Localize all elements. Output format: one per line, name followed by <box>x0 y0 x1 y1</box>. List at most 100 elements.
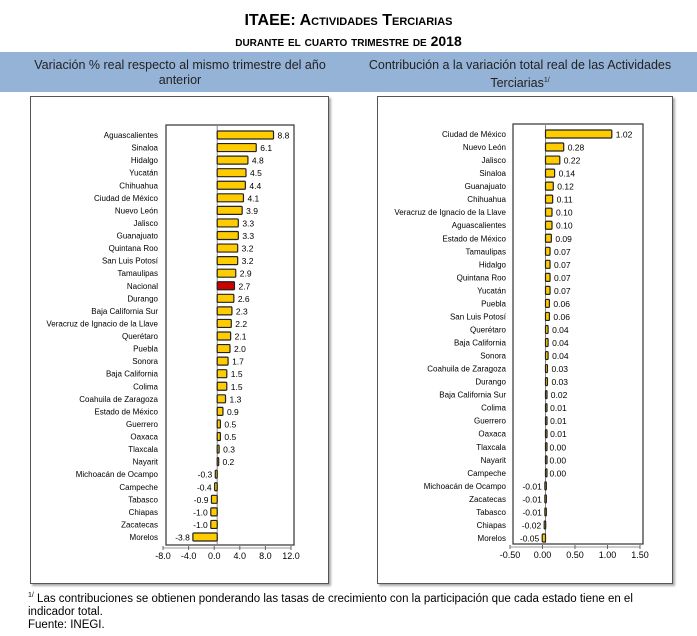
right-data-label: -0.01 <box>522 481 542 491</box>
left-data-label: 1.5 <box>231 382 243 392</box>
right-x-tick-label: 0.50 <box>566 550 584 560</box>
left-bar <box>216 180 246 190</box>
left-category-label: Zacatecas <box>121 520 158 529</box>
right-category-label: Nayarit <box>481 456 507 465</box>
left-category-label: Colima <box>133 382 158 391</box>
right-data-label: -0.01 <box>522 507 542 517</box>
right-category-label: Guanajuato <box>465 182 507 191</box>
left-category-label: Guanajuato <box>117 232 159 241</box>
right-category-label: Yucatán <box>477 286 506 295</box>
right-category-label: Chihuahua <box>467 195 506 204</box>
left-category-label: Veracruz de Ignacio de la Llave <box>46 319 158 328</box>
right-bar <box>544 442 548 452</box>
right-bar <box>544 207 553 217</box>
left-data-label: 0.9 <box>227 407 239 417</box>
right-bar <box>544 194 554 204</box>
right-bar <box>544 416 548 426</box>
right-category-label: Coahuila de Zaragoza <box>427 365 506 374</box>
left-x-tick-label: 4.0 <box>234 551 247 561</box>
left-bar <box>216 419 221 429</box>
left-bar <box>216 457 220 467</box>
left-data-label: 4.1 <box>247 193 259 203</box>
left-bar <box>216 268 237 278</box>
right-category-label: Veracruz de Ignacio de la Llave <box>394 208 506 217</box>
left-bar <box>216 331 232 341</box>
page-title: ITAEE: Actividades Terciarias <box>244 12 453 29</box>
left-bar <box>216 343 231 354</box>
footnote-ref: 1/ <box>543 77 550 84</box>
left-bar <box>216 168 247 178</box>
right-data-label: 0.11 <box>557 195 573 205</box>
right-data-label: 0.04 <box>552 351 569 361</box>
right-data-label: 0.07 <box>554 247 571 257</box>
left-category-label: Baja California Sur <box>91 307 158 316</box>
left-category-label: Baja California <box>106 370 159 379</box>
left-category-label: Estado de México <box>94 407 158 416</box>
right-category-label: Tlaxcala <box>476 443 506 452</box>
right-data-label: 0.06 <box>553 312 570 322</box>
right-data-label: 0.00 <box>550 442 567 452</box>
right-category-label: Querétaro <box>470 325 507 334</box>
right-category-label: Aguascalientes <box>452 221 506 230</box>
left-bar <box>216 218 239 228</box>
right-category-label: Jalisco <box>482 156 507 165</box>
right-data-label: 0.07 <box>554 273 571 283</box>
left-category-label: Sinaloa <box>131 144 158 153</box>
right-bar <box>544 468 548 478</box>
right-category-label: San Luis Potosí <box>450 312 507 321</box>
right-category-label: Campeche <box>467 469 506 478</box>
left-bar <box>210 494 218 504</box>
left-bar <box>216 243 239 253</box>
left-bar <box>216 205 243 215</box>
right-category-label: Baja California <box>454 339 507 348</box>
right-bar <box>544 324 549 335</box>
right-bar <box>544 455 548 465</box>
right-bar <box>544 377 549 387</box>
right-x-tick-label: 0.00 <box>534 550 552 560</box>
left-category-label: Sonora <box>132 357 158 366</box>
right-bar <box>543 520 547 530</box>
left-data-label: 2.1 <box>235 332 247 342</box>
left-data-label: 3.3 <box>242 218 254 228</box>
right-category-label: Ciudad de México <box>442 130 507 139</box>
right-data-label: 0.02 <box>551 390 568 400</box>
right-bar <box>544 311 550 322</box>
right-bar <box>544 142 565 152</box>
header-band <box>0 52 697 92</box>
right-x-tick-label: 1.50 <box>631 550 649 560</box>
left-data-label: 0.3 <box>223 445 235 455</box>
right-category-label: Quintana Roo <box>457 273 507 282</box>
right-category-label: Michoacán de Ocampo <box>424 482 507 491</box>
left-bar <box>216 142 257 153</box>
right-bar <box>544 259 551 269</box>
left-category-label: Puebla <box>133 345 158 354</box>
left-x-tick-label: -8.0 <box>155 551 171 561</box>
right-bar <box>544 155 561 165</box>
right-category-label: Baja California Sur <box>439 391 506 400</box>
left-category-label: Coahuila de Zaragoza <box>79 395 158 404</box>
right-bar <box>541 533 547 543</box>
right-bar <box>544 220 553 230</box>
left-bar <box>216 431 221 442</box>
left-category-label: Oaxaca <box>130 433 158 442</box>
left-data-label: 3.9 <box>246 206 258 216</box>
left-bar <box>216 130 275 140</box>
left-data-label: 3.2 <box>242 244 254 254</box>
left-category-label: Michoacán de Ocampo <box>76 470 159 479</box>
right-data-label: 0.01 <box>550 416 567 426</box>
left-category-label: Aguascalientes <box>104 131 158 140</box>
left-category-label: Nayarit <box>133 458 159 467</box>
right-data-label: -0.01 <box>522 494 542 504</box>
right-bar <box>544 429 548 439</box>
right-data-label: 0.12 <box>557 182 574 192</box>
left-category-label: Tamaulipas <box>118 269 158 278</box>
left-bar <box>216 318 232 329</box>
right-data-label: 1.02 <box>616 130 633 140</box>
right-data-label: 0.10 <box>556 221 573 231</box>
footnote: 1/ Las contribuciones se obtienen ponder… <box>28 589 668 632</box>
left-category-label: Guerrero <box>126 420 159 429</box>
left-bar <box>216 306 233 316</box>
left-category-label: Morelos <box>130 533 158 542</box>
right-bar <box>544 168 556 178</box>
